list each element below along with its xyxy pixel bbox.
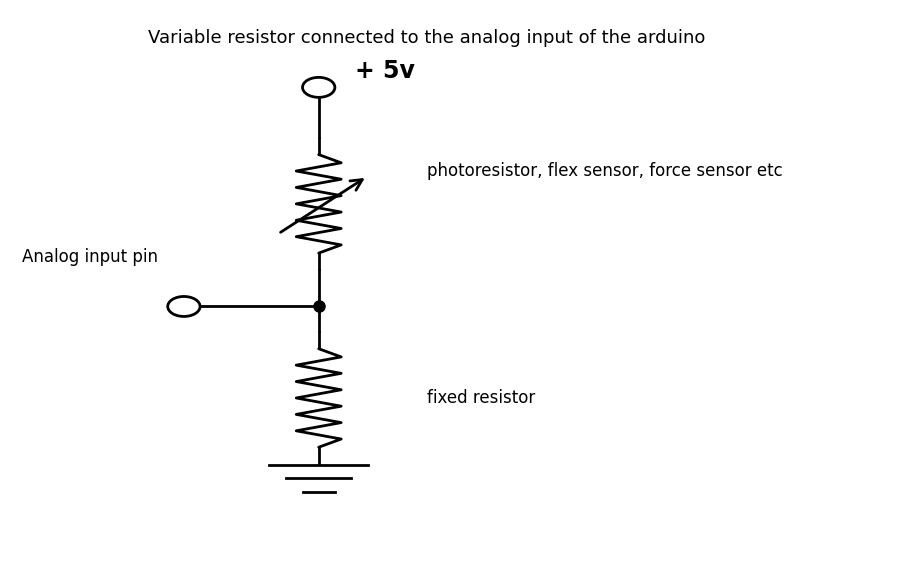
Text: photoresistor, flex sensor, force sensor etc: photoresistor, flex sensor, force sensor… bbox=[426, 162, 783, 180]
Text: + 5v: + 5v bbox=[355, 59, 414, 83]
Text: fixed resistor: fixed resistor bbox=[426, 389, 535, 407]
Text: Analog input pin: Analog input pin bbox=[22, 248, 158, 266]
Text: Variable resistor connected to the analog input of the arduino: Variable resistor connected to the analo… bbox=[148, 29, 706, 47]
